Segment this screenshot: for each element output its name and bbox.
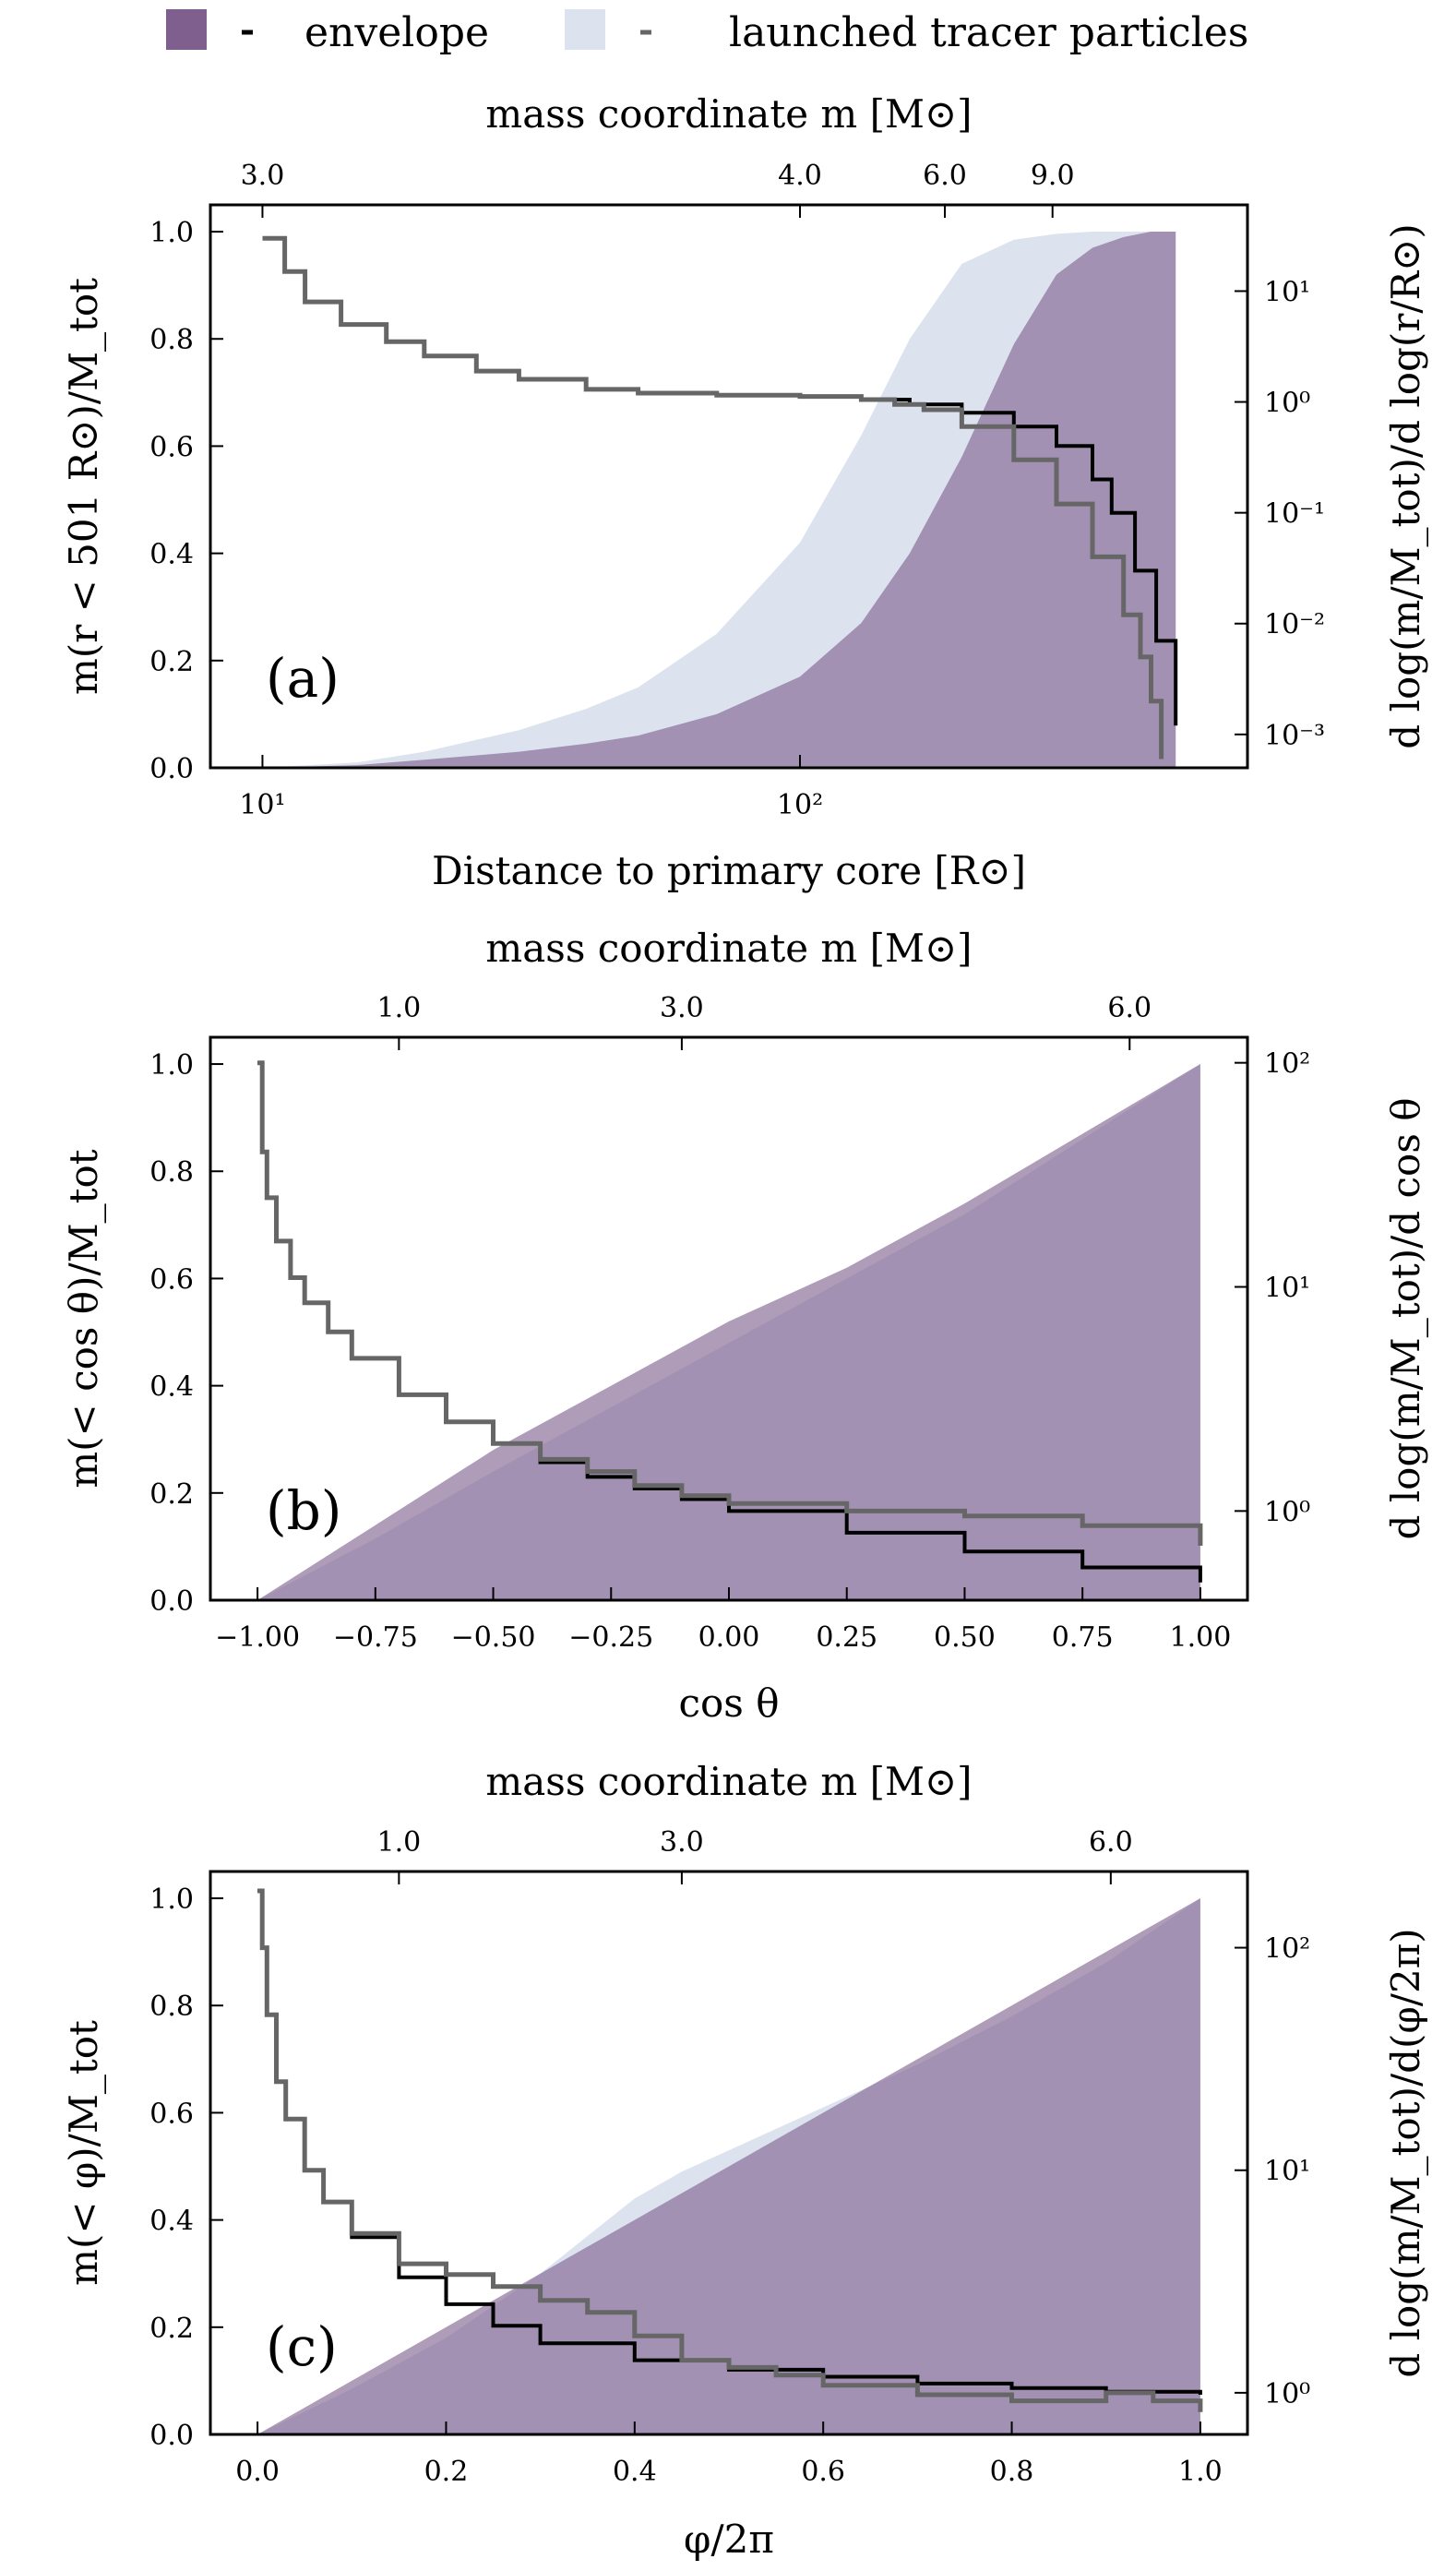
panel-a-y2-tick-label: 10⁻³ [1264,720,1325,752]
panel-b-top-axis-label: mass coordinate m [M⊙] [485,926,972,971]
panel-b-top-tick-label: 1.0 [377,992,422,1024]
panel-c-tracer-derivative-line [257,1888,1203,2412]
panel-a-ticks: 0.0 0.2 0.4 0.6 0.8 1.0 10¹ 10⁰ 10⁻¹ 10⁻² 10⁻³ 10¹ 1… [149,160,1325,821]
panel-c-top-tick-label: 3.0 [660,1826,704,1859]
panel-a-top-tick-label: 4.0 [778,160,822,192]
panel-a-y-tick-label: 1.0 [149,217,194,249]
panel-c-top-axis-label: mass coordinate m [M⊙] [485,1759,972,1804]
panel-b-x-tick-label: 0.50 [934,1621,996,1654]
panel-b-ticks: 0.0 0.2 0.4 0.6 0.8 1.0 10² 10¹ 10⁰ −1.00 −0.75 −0.… [149,992,1310,1654]
panel-b-x-tick-label: −0.25 [568,1621,653,1654]
panel-c-y-tick-label: 0.6 [149,2098,194,2130]
legend-envelope-swatch [166,9,207,50]
panel-a-top-tick-label: 3.0 [241,160,285,192]
panel-b-x-tick-label: 0.00 [698,1621,760,1654]
panel-a-top-tick-label: 6.0 [923,160,967,192]
panel-c-y-tick-label: 0.4 [149,2206,194,2238]
panel-c-x-tick-label: 0.6 [801,2456,845,2488]
panel-b: mass coordinate m [M⊙] 0.0 0.2 0.4 0.6 0.8 1.… [61,926,1428,1726]
panel-b-top-tick-label: 3.0 [660,992,704,1024]
panel-c-y-tick-label: 0.2 [149,2313,194,2345]
panel-a-series [262,232,1178,768]
panel-a-top-tick-label: 9.0 [1031,160,1075,192]
panel-c-x-tick-label: 0.8 [990,2456,1034,2488]
panel-a-y-tick-label: 0.2 [149,646,194,678]
panel-c-x-tick-label: 0.4 [613,2456,657,2488]
panel-c-x-axis-label: φ/2π [684,2517,774,2562]
panel-b-x-axis-label: cos θ [679,1680,780,1726]
panel-a-x-axis-label: Distance to primary core [R⊙] [432,848,1026,893]
panel-a-y2-axis-label: d log(m/M_tot)/d log(r/R⊙) [1383,223,1428,748]
panel-c-y2-tick-label: 10¹ [1264,2156,1310,2188]
panel-c-envelope-area [257,1898,1200,2434]
panel-b-y2-tick-label: 10⁰ [1264,1496,1310,1528]
panel-b-y-tick-label: 0.2 [149,1478,194,1511]
panel-b-series [257,1060,1203,1600]
panel-c-x-tick-label: 0.0 [235,2456,280,2488]
panel-b-label: (b) [266,1479,341,1542]
panel-c-y-tick-label: 0.0 [149,2420,194,2452]
panel-a-y2-tick-label: 10¹ [1264,276,1310,308]
panel-b-y-tick-label: 1.0 [149,1049,194,1082]
panel-c-ticks: 0.0 0.2 0.4 0.6 0.8 1.0 10² 10¹ 10⁰ 0.0 0.2 0.4 0.6 0… [149,1826,1310,2488]
panel-b-x-tick-label: −0.75 [333,1621,418,1654]
panel-b-top-tick-label: 6.0 [1107,992,1152,1024]
panel-b-y2-axis-label: d log(m/M_tot)/d cos θ [1383,1097,1428,1539]
panel-a-x-tick-label: 10² [777,789,823,821]
panel-a-y-tick-label: 0.0 [149,753,194,785]
panel-a-y2-tick-label: 10⁻² [1264,609,1325,641]
panel-c-top-tick-label: 6.0 [1089,1826,1133,1859]
panel-b-x-tick-label: −1.00 [215,1621,300,1654]
panel-a-label: (a) [266,647,340,710]
panel-b-x-tick-label: 0.25 [816,1621,877,1654]
panel-b-x-tick-label: −0.50 [451,1621,536,1654]
panel-c-top-tick-label: 1.0 [377,1826,422,1859]
panel-b-y-tick-label: 0.4 [149,1371,194,1404]
panel-a-top-axis-label: mass coordinate m [M⊙] [485,91,972,137]
panel-c-series [257,1888,1203,2434]
panel-b-y-tick-label: 0.6 [149,1263,194,1296]
panel-b-tracer-derivative-line [257,1060,1203,1546]
legend-envelope-label: envelope [304,9,489,56]
panel-c-y2-tick-label: 10² [1264,1933,1310,1966]
panel-c-frame [209,1870,1249,2436]
panel-a-envelope-area [262,232,1176,768]
panel-b-x-tick-label: 1.00 [1170,1621,1232,1654]
panel-c: mass coordinate m [M⊙] 0.0 0.2 0.4 0.6 0.8 1.… [61,1759,1428,2562]
panel-b-envelope-area [257,1064,1200,1600]
panel-c-x-tick-label: 0.2 [424,2456,469,2488]
panel-b-y2-tick-label: 10¹ [1264,1273,1310,1305]
legend-tracer-swatch [565,9,605,50]
panel-c-x-tick-label: 1.0 [1178,2456,1223,2488]
panel-a-y2-tick-label: 10⁰ [1264,388,1310,420]
panel-b-x-tick-label: 0.75 [1052,1621,1114,1654]
panel-c-y-axis-label: m(< φ)/M_tot [61,2020,106,2286]
panel-a-tracer-derivative-line [262,235,1164,759]
panel-c-y-tick-label: 1.0 [149,1883,194,1916]
panel-a-y-axis-label: m(r < 501 R⊙)/M_tot [61,278,106,695]
panel-b-frame [209,1035,1249,1602]
panel-a-y-tick-label: 0.6 [149,431,194,463]
legend-tracer-label: launched tracer particles [729,9,1248,56]
panel-c-y2-tick-label: 10⁰ [1264,2378,1310,2410]
panel-c-y-tick-label: 0.8 [149,1991,194,2023]
panel-c-label: (c) [266,2315,338,2378]
panel-a-y-tick-label: 0.4 [149,539,194,571]
panel-b-y2-tick-label: 10² [1264,1048,1310,1081]
panel-a-x-tick-label: 10¹ [239,789,285,821]
panel-a: mass coordinate m [M⊙] 0.0 0.2 0.4 0.6 0.8 1.… [61,91,1428,893]
panel-a-frame [209,203,1249,770]
panel-b-y-tick-label: 0.0 [149,1585,194,1618]
panel-b-y-axis-label: m(< cos θ)/M_tot [61,1149,106,1488]
panel-c-y2-axis-label: d log(m/M_tot)/d(φ/2π) [1383,1928,1428,2377]
panel-a-y2-tick-label: 10⁻¹ [1264,498,1325,531]
panel-b-y-tick-label: 0.8 [149,1156,194,1189]
panel-a-y-tick-label: 0.8 [149,324,194,356]
legend: envelope launched tracer particles [166,9,1248,56]
